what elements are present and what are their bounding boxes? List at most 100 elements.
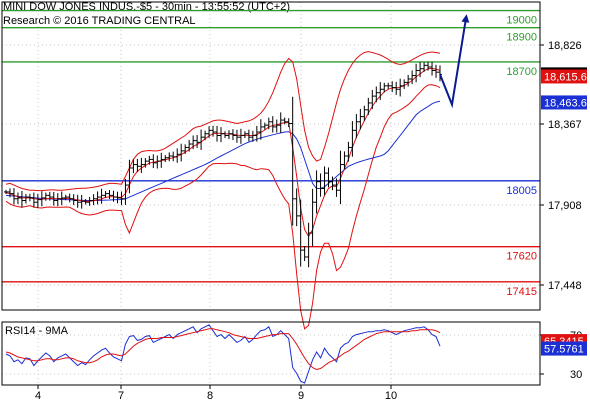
chart-subtitle: Research © 2016 TRADING CENTRAL: [3, 15, 196, 27]
price-bar: [159, 152, 164, 168]
price-bar: [258, 119, 263, 140]
level-label-18900: 18900: [506, 32, 537, 44]
band-lower-line: [5, 84, 441, 330]
price-bar: [19, 190, 24, 208]
price-bars: [4, 61, 442, 268]
price-bar: [123, 178, 128, 205]
price-bar: [294, 188, 299, 227]
rsi-panel-frame: [1, 321, 541, 386]
price-bar: [215, 125, 220, 142]
price-bar: [15, 192, 20, 205]
price-tag-label: 18,615.6: [544, 71, 587, 83]
price-bar: [330, 176, 335, 191]
price-bar: [394, 81, 399, 95]
price-bar: [135, 158, 140, 172]
price-bar: [171, 151, 176, 162]
price-bar: [7, 188, 12, 198]
price-bar: [27, 193, 32, 202]
y-tick-label: 18,826: [548, 40, 582, 52]
price-bar: [362, 105, 367, 121]
price-bar: [222, 131, 227, 139]
price-bar: [274, 119, 279, 133]
price-bar: [83, 199, 88, 205]
price-bar: [234, 129, 239, 143]
price-bar: [91, 194, 96, 206]
price-bar: [434, 64, 439, 78]
price-bar: [39, 191, 44, 207]
price-bar: [386, 82, 391, 89]
price-bar: [79, 194, 84, 209]
price-bar: [63, 194, 68, 201]
price-bar: [426, 61, 431, 71]
price-bar: [183, 144, 188, 154]
price-bar: [366, 97, 371, 115]
price-bar: [410, 70, 415, 85]
price-bar: [31, 192, 36, 208]
rsi-series-rsi_ma: [5, 328, 441, 371]
price-bar: [326, 167, 331, 188]
price-bar: [71, 194, 76, 206]
price-bar: [195, 134, 200, 148]
level-label-19000: 19000: [506, 15, 537, 27]
level-label-18700: 18700: [506, 66, 537, 78]
price-tag-box: [541, 341, 587, 356]
price-bar: [187, 139, 192, 152]
price-bar: [203, 130, 208, 141]
price-bar: [147, 155, 152, 165]
support-resistance-levels: 19000 18900 18700 18005 17620 17415: [2, 9, 540, 298]
price-bar: [119, 191, 124, 206]
price-bar: [43, 192, 48, 201]
rsi-tick-label: 30: [570, 369, 582, 381]
price-bar: [358, 108, 363, 130]
main-price-tag: 18,463.6: [541, 95, 587, 110]
price-bar: [207, 126, 212, 138]
price-bar: [99, 188, 104, 204]
price-bar: [254, 125, 259, 142]
price-bar: [67, 193, 72, 203]
price-bar: [131, 159, 136, 174]
price-bar: [314, 170, 319, 214]
level-label-17620: 17620: [506, 251, 537, 263]
price-bar: [111, 190, 116, 202]
price-bar: [51, 191, 56, 206]
main-grid: [2, 2, 540, 310]
x-tick-label: 8: [207, 390, 213, 400]
price-bar: [167, 152, 172, 162]
price-bar: [199, 129, 204, 151]
price-bar: [282, 117, 287, 125]
rsi-series-rsi: [5, 324, 441, 384]
price-bar: [390, 81, 395, 93]
x-tick-label: 4: [35, 390, 41, 400]
price-bar: [262, 122, 267, 130]
price-bar: [350, 121, 355, 157]
price-bar: [139, 157, 144, 173]
price-bar: [219, 127, 224, 143]
price-bar: [23, 193, 28, 204]
price-bar: [290, 96, 295, 226]
price-bar: [422, 62, 427, 72]
rsi-lines: [5, 324, 441, 384]
forecast-arrow-path: [439, 14, 470, 109]
price-tag-box: [541, 69, 587, 84]
price-bar: [230, 129, 235, 141]
price-bar: [246, 129, 251, 142]
price-bar: [342, 151, 347, 170]
price-bar: [398, 78, 403, 97]
price-bar: [338, 150, 343, 205]
price-bar: [155, 155, 160, 169]
forecast-arrow: [439, 14, 470, 109]
price-bar: [75, 194, 80, 208]
price-bar: [406, 74, 411, 87]
price-tag-box: [541, 95, 587, 110]
main-panel-frame: [1, 1, 541, 311]
price-bar: [226, 130, 231, 140]
price-bar: [370, 89, 375, 110]
rsi-panel-title: RSI14 - 9MA: [5, 325, 69, 337]
price-bar: [278, 112, 283, 133]
x-tick-label: 9: [298, 390, 304, 400]
x-tick-label: 7: [118, 390, 124, 400]
price-bar: [310, 188, 315, 247]
price-bar: [414, 63, 419, 83]
price-bar: [163, 155, 168, 162]
